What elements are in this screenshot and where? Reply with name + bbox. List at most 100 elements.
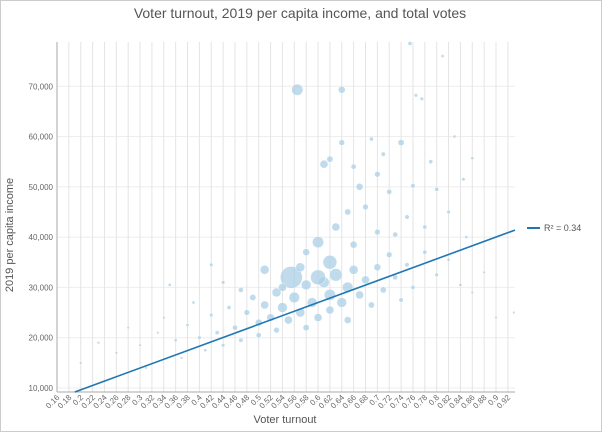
- bubble: [326, 155, 334, 163]
- bubble: [350, 163, 357, 170]
- bubble: [404, 262, 410, 268]
- bubble: [197, 335, 202, 340]
- bubble: [167, 283, 172, 287]
- bubble: [413, 93, 418, 98]
- bubble: [302, 248, 310, 256]
- bubble: [392, 231, 398, 238]
- bubble: [325, 305, 335, 315]
- bubble: [380, 151, 386, 157]
- bubble: [162, 316, 166, 320]
- bubble: [126, 326, 130, 330]
- y-tick-label: 30,000: [29, 283, 54, 292]
- bubble: [173, 338, 178, 342]
- bubble: [243, 309, 250, 316]
- bubble: [355, 290, 364, 300]
- bubble: [374, 229, 381, 236]
- y-tick-label: 10,000: [29, 384, 54, 393]
- bubble: [470, 156, 475, 160]
- bubble: [440, 54, 445, 58]
- bubble: [226, 305, 232, 310]
- bubble: [288, 291, 300, 303]
- bubble: [97, 341, 101, 345]
- y-axis-label: 2019 per capita income: [4, 178, 16, 292]
- bubble: [232, 324, 238, 331]
- bubble: [284, 315, 293, 325]
- bubble: [348, 265, 359, 275]
- bubble: [458, 283, 463, 287]
- y-tick-label: 40,000: [29, 233, 54, 242]
- bubble: [249, 294, 257, 301]
- bubble: [362, 203, 369, 210]
- bubble: [203, 348, 208, 353]
- bubble: [361, 275, 370, 285]
- bubble: [386, 251, 393, 258]
- bubble: [310, 269, 326, 286]
- bubble: [214, 330, 220, 335]
- bubble: [295, 262, 305, 272]
- bubble: [302, 324, 310, 331]
- bubble: [434, 272, 439, 277]
- bubble: [338, 86, 346, 94]
- bubble: [291, 83, 304, 96]
- bubble: [79, 361, 83, 365]
- bubble: [407, 41, 413, 46]
- bubble: [329, 268, 343, 282]
- bubble: [260, 300, 269, 310]
- y-tick-label: 70,000: [29, 82, 54, 91]
- y-tick-label: 60,000: [29, 133, 54, 142]
- bubble: [386, 189, 392, 195]
- bubble: [349, 240, 358, 249]
- bubble: [470, 290, 474, 294]
- bubble: [259, 265, 270, 275]
- bubble: [422, 249, 428, 255]
- legend-label: R² = 0.34: [544, 223, 581, 233]
- bubble: [221, 343, 226, 348]
- bubble: [512, 311, 516, 315]
- bubble: [312, 236, 324, 249]
- bubble: [344, 208, 352, 216]
- bubble: [368, 301, 375, 309]
- chart-title: Voter turnout, 2019 per capita income, a…: [134, 5, 466, 21]
- bubble: [319, 159, 329, 169]
- bubble: [446, 209, 451, 214]
- bubble: [461, 177, 466, 182]
- bubble: [336, 297, 347, 308]
- bubble: [271, 287, 282, 298]
- bubble: [114, 351, 118, 355]
- bubble: [482, 270, 486, 274]
- bubble: [374, 171, 381, 178]
- bubble: [344, 316, 352, 324]
- bubble: [397, 139, 405, 146]
- bubble: [301, 279, 312, 291]
- bubble: [338, 139, 345, 146]
- bubble: [185, 323, 190, 327]
- x-axis-label: Voter turnout: [254, 414, 317, 426]
- bubble: [209, 262, 214, 267]
- bubble: [273, 327, 280, 334]
- bubble: [191, 300, 196, 305]
- bubble: [313, 313, 323, 322]
- y-tick-label: 50,000: [29, 183, 54, 192]
- bubble: [278, 283, 287, 292]
- bubble: [410, 285, 416, 290]
- bubble: [238, 287, 244, 293]
- bubble: [464, 235, 469, 239]
- bubble: [180, 356, 184, 360]
- bubble: [419, 96, 424, 101]
- bubble: [404, 214, 410, 220]
- bubble: [331, 222, 341, 232]
- trend-line: [74, 229, 516, 393]
- bubble: [238, 337, 244, 343]
- bubble: [322, 255, 338, 270]
- bubble: [373, 263, 382, 271]
- bubble: [209, 313, 214, 318]
- bubble: [277, 302, 288, 313]
- bubble: [422, 224, 428, 230]
- bubble: [428, 159, 433, 164]
- bubble: [379, 286, 387, 294]
- bubble: [398, 297, 404, 303]
- bubble: [446, 257, 451, 262]
